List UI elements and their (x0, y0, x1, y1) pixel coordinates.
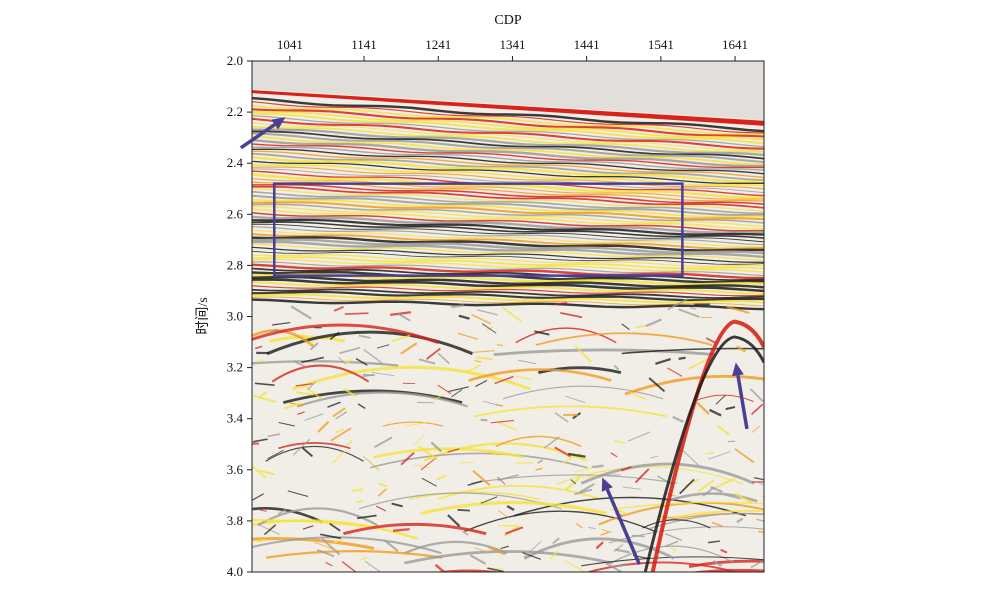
noise-stroke (257, 361, 264, 362)
y-tick-label: 2.2 (227, 104, 243, 119)
x-tick-label: 1341 (499, 37, 525, 52)
y-tick-label: 4.0 (227, 564, 243, 579)
noise-stroke (352, 489, 363, 490)
noise-stroke (300, 335, 307, 336)
x-tick-label: 1541 (648, 37, 674, 52)
y-tick-label: 2.4 (227, 155, 244, 170)
x-tick-label: 1041 (277, 37, 303, 52)
y-axis-title: 时间/s (195, 297, 211, 334)
x-tick-label: 1441 (574, 37, 600, 52)
y-tick-label: 2.6 (227, 206, 244, 221)
x-tick-label: 1141 (351, 37, 377, 52)
noise-stroke (257, 540, 265, 541)
y-tick-label: 2.0 (227, 53, 243, 68)
noise-stroke (345, 313, 369, 314)
y-tick-label: 3.0 (227, 309, 243, 324)
noise-stroke (481, 420, 488, 421)
diffraction-arc (378, 570, 559, 588)
noise-stroke (457, 510, 469, 511)
y-tick-label: 3.6 (227, 462, 244, 477)
y-tick-label: 3.8 (227, 513, 243, 528)
x-axis-ticks: 1041 1141 1241 1341 1441 1541 1641 (277, 37, 748, 61)
noise-stroke (592, 466, 604, 467)
y-tick-label: 3.2 (227, 360, 243, 375)
noise-stroke (762, 496, 773, 497)
noise-stroke (393, 529, 410, 531)
noise-stroke (632, 536, 645, 537)
x-axis-title: CDP (494, 13, 521, 28)
x-tick-label: 1641 (722, 37, 748, 52)
noise-stroke (679, 358, 686, 359)
y-tick-label: 2.8 (227, 257, 243, 272)
y-tick-label: 3.4 (227, 411, 244, 426)
noise-stroke (764, 570, 773, 571)
noise-stroke (497, 345, 503, 346)
seismic-amplitude-layer (139, 61, 854, 588)
x-tick-label: 1241 (425, 37, 451, 52)
y-axis-ticks: 2.0 2.2 2.4 2.6 2.8 3.0 3.2 3.4 3.6 3.8 4.0 (227, 53, 252, 579)
plot-area (139, 61, 854, 588)
